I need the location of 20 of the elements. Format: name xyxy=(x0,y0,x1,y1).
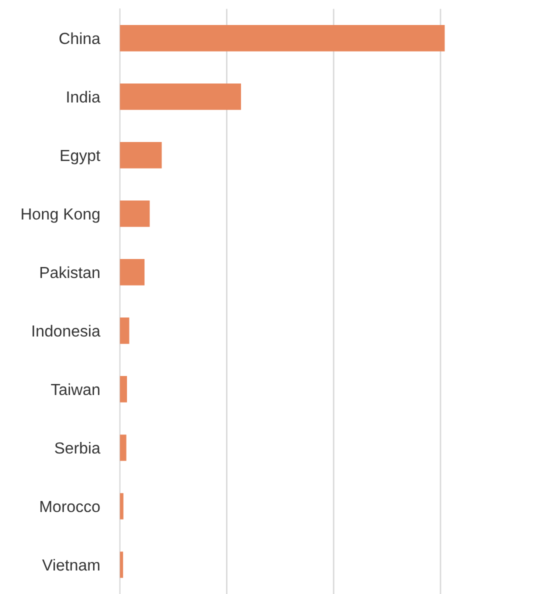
y-tick-label: China xyxy=(59,32,100,44)
y-tick-label: Hong Kong xyxy=(22,208,100,223)
bar xyxy=(120,259,145,286)
y-tick-label: Taiwan xyxy=(51,383,100,396)
bar xyxy=(120,318,130,344)
bar xyxy=(120,142,162,168)
bar xyxy=(120,84,242,110)
bar xyxy=(120,434,126,461)
bar xyxy=(120,493,124,520)
y-tick-label: India xyxy=(67,90,100,103)
y-tick-label: Morocco xyxy=(40,501,100,512)
bar xyxy=(120,376,127,402)
y-tick-label: Pakistan xyxy=(40,266,100,278)
y-tick-label: Indonesia xyxy=(32,324,100,337)
y-tick-label: Egypt xyxy=(60,150,100,164)
bar xyxy=(120,25,445,52)
y-tick-label: Vietnam xyxy=(42,558,100,571)
y-tick-label: Serbia xyxy=(54,442,100,454)
bar xyxy=(120,552,124,578)
bar xyxy=(120,200,150,227)
